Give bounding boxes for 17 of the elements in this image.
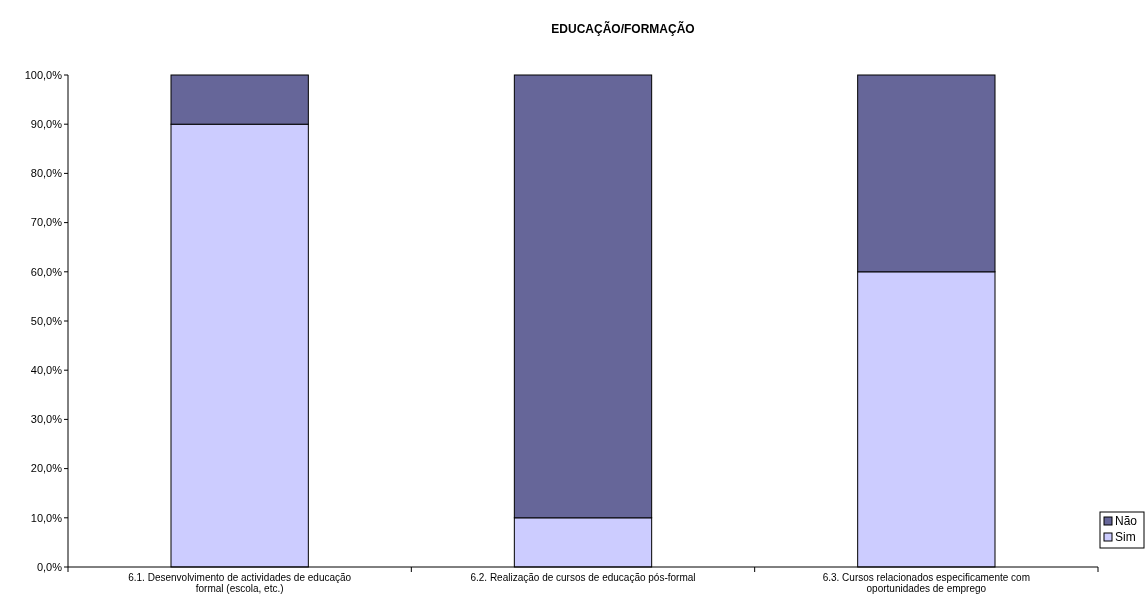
y-tick-label: 70,0% (30, 216, 63, 229)
y-tick-label: 80,0% (30, 167, 63, 180)
y-tick-label: 100,0% (24, 68, 63, 81)
x-tick-label: 6.1. Desenvolvimento de actividades de educação formal (escola, etc.) (128, 572, 352, 594)
y-tick-label: 60,0% (30, 265, 63, 278)
x-tick-label: 6.3. Cursos relacionados especificamente com oportunidades de emprego (822, 572, 1030, 594)
y-tick-label: 0,0% (36, 560, 63, 573)
y-tick-label: 50,0% (30, 314, 63, 327)
x-tick-label: 6.2. Realização de cursos de educação pós-formal (470, 572, 696, 583)
y-tick-label: 40,0% (30, 364, 63, 377)
chart-title: EDUCAÇÃO/FORMAÇÃO (551, 21, 695, 36)
legend-label: Não (1115, 514, 1138, 529)
y-tick-label: 90,0% (30, 118, 63, 131)
y-tick-label: 10,0% (30, 511, 63, 524)
y-tick-label: 20,0% (30, 462, 63, 475)
y-tick-label: 30,0% (30, 413, 63, 426)
legend-label: Sim (1115, 530, 1136, 545)
